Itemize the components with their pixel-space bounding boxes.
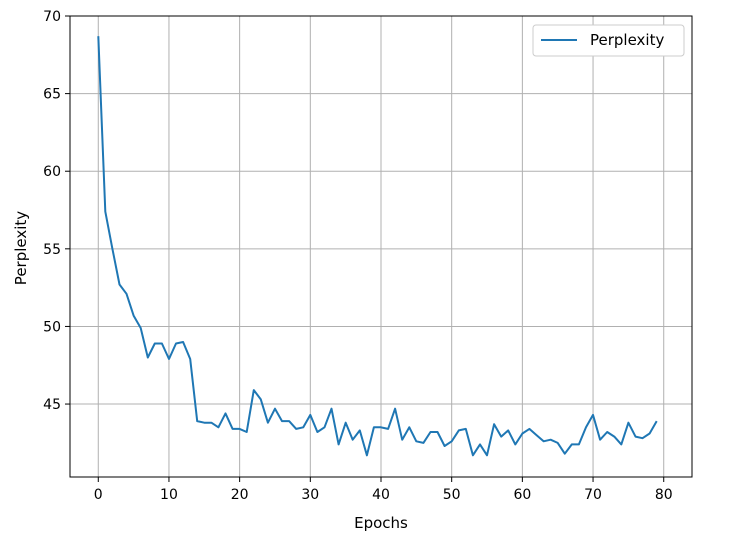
x-tick-label: 50 (443, 487, 461, 503)
series-lines (97, 36, 658, 457)
x-axis-ticks: 0 10 20 30 40 50 60 70 80 (94, 477, 673, 503)
y-tick-label: 45 (43, 397, 61, 413)
x-tick-label: 80 (655, 487, 673, 503)
legend-box (532, 24, 685, 57)
x-tick-label: 60 (513, 487, 531, 503)
y-axis-ticks: 45 50 55 60 65 70 (43, 9, 70, 413)
y-tick-label: 65 (43, 87, 61, 103)
y-tick-label: 70 (43, 9, 61, 25)
x-tick-label: 30 (301, 487, 319, 503)
x-axis-label: Epochs (354, 514, 408, 532)
x-tick-label: 40 (372, 487, 390, 503)
grid (70, 15, 692, 477)
y-tick-label: 55 (43, 242, 61, 258)
legend-label: Perplexity (590, 31, 664, 49)
y-axis-label: Perplexity (12, 211, 30, 285)
legend: Perplexity (532, 24, 685, 57)
x-tick-label: 10 (160, 487, 178, 503)
x-tick-label: 0 (94, 487, 103, 503)
y-tick-label: 60 (43, 164, 61, 180)
y-tick-label: 50 (43, 319, 61, 335)
x-tick-label: 70 (584, 487, 602, 503)
series-line (97, 36, 658, 457)
x-tick-label: 20 (231, 487, 249, 503)
